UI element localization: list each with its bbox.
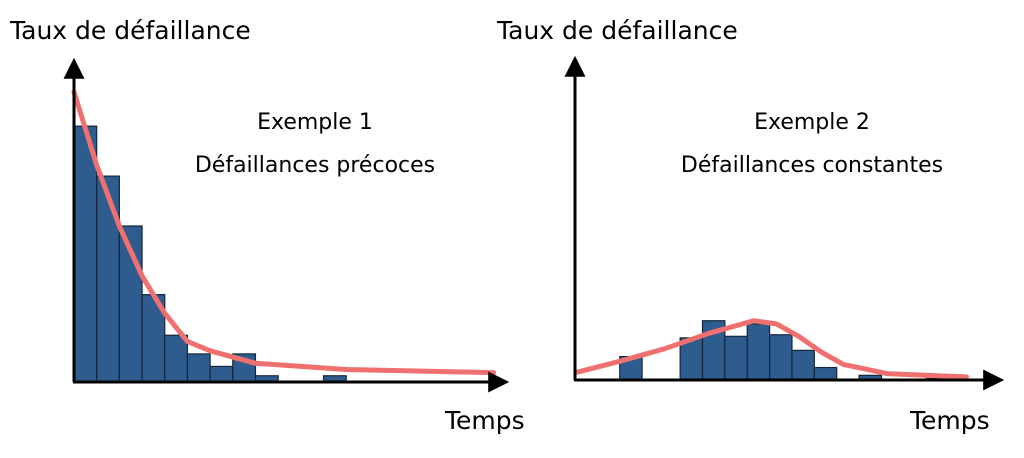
annotation: Défaillances constantes (681, 153, 943, 178)
bar (164, 334, 189, 383)
annotation: Exemple 2 (754, 110, 870, 135)
y-axis-label: Taux de défaillance (9, 16, 251, 45)
fit-curve (71, 89, 497, 376)
x-axis-label: Temps (909, 406, 990, 435)
annotation: Exemple 1 (257, 110, 373, 135)
fit-curve (574, 318, 969, 380)
bar (813, 366, 838, 381)
x-axis-label: Temps (444, 406, 525, 435)
bar (96, 175, 120, 383)
y-axis-label: Taux de défaillance (496, 16, 738, 45)
bar (724, 335, 748, 381)
bar (186, 353, 211, 383)
annotation: Défaillances précoces (195, 153, 435, 178)
bar (791, 349, 815, 381)
bar (769, 334, 793, 381)
bar (209, 365, 234, 383)
bar (746, 323, 771, 381)
bar (73, 125, 98, 383)
